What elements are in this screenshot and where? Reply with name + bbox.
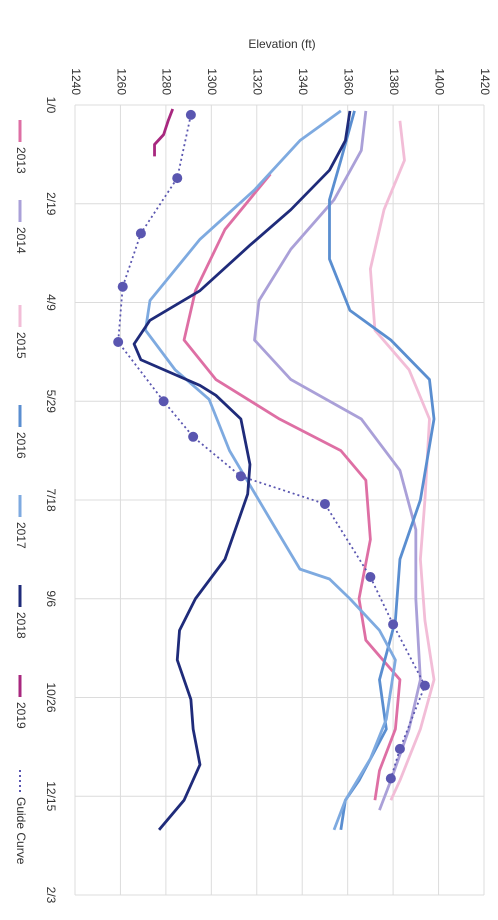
point	[388, 619, 399, 630]
x-tick-label: 10/26	[44, 682, 58, 712]
axis-title: Elevation (ft)	[248, 37, 315, 51]
y-tick-label: 1280	[160, 68, 174, 95]
series-line	[117, 114, 426, 779]
series-line	[153, 108, 175, 157]
legend-label: 2013	[14, 147, 28, 174]
point	[158, 396, 169, 407]
y-tick-label: 1380	[387, 68, 401, 95]
point	[188, 431, 199, 442]
legend-label: 2014	[14, 227, 28, 254]
series-line	[182, 173, 402, 801]
legend-label: Guide Curve	[14, 797, 28, 865]
legend-label: 2015	[14, 332, 28, 359]
y-tick-label: 1240	[69, 68, 83, 95]
y-tick-label: 1360	[341, 68, 355, 95]
y-tick-label: 1320	[251, 68, 265, 95]
y-tick-label: 1400	[432, 68, 446, 95]
series-line	[253, 110, 422, 811]
y-tick-label: 1260	[114, 68, 128, 95]
point	[385, 773, 396, 784]
x-tick-label: 12/15	[44, 781, 58, 811]
point	[172, 173, 183, 184]
legend-label: 2017	[14, 522, 28, 549]
point	[365, 572, 376, 583]
series-line	[132, 110, 352, 831]
point	[113, 337, 124, 347]
y-tick-label: 1300	[205, 68, 219, 95]
x-tick-label: 7/18	[44, 488, 58, 512]
legend-label: 2019	[14, 702, 28, 729]
x-tick-label: 5/29	[44, 390, 58, 414]
legend-label: 2018	[14, 612, 28, 639]
point	[235, 471, 246, 482]
x-tick-label: 2/3	[44, 887, 58, 904]
y-tick-label: 1420	[478, 68, 492, 95]
x-tick-label: 1/0	[44, 97, 58, 114]
series-line	[144, 109, 397, 831]
point	[185, 109, 196, 120]
x-tick-label: 4/9	[44, 294, 58, 311]
point	[319, 498, 330, 509]
point	[117, 281, 128, 292]
x-tick-label: 2/19	[44, 192, 58, 216]
y-tick-label: 1340	[296, 68, 310, 95]
series-line	[368, 120, 436, 801]
x-tick-label: 9/6	[44, 590, 58, 607]
plot: 1240 1260 1280 1300 1320 1340 1360 1380 1400 1420…	[14, 68, 492, 903]
point	[394, 743, 405, 754]
point	[419, 680, 430, 691]
point	[135, 228, 146, 239]
legend-label: 2016	[14, 432, 28, 459]
